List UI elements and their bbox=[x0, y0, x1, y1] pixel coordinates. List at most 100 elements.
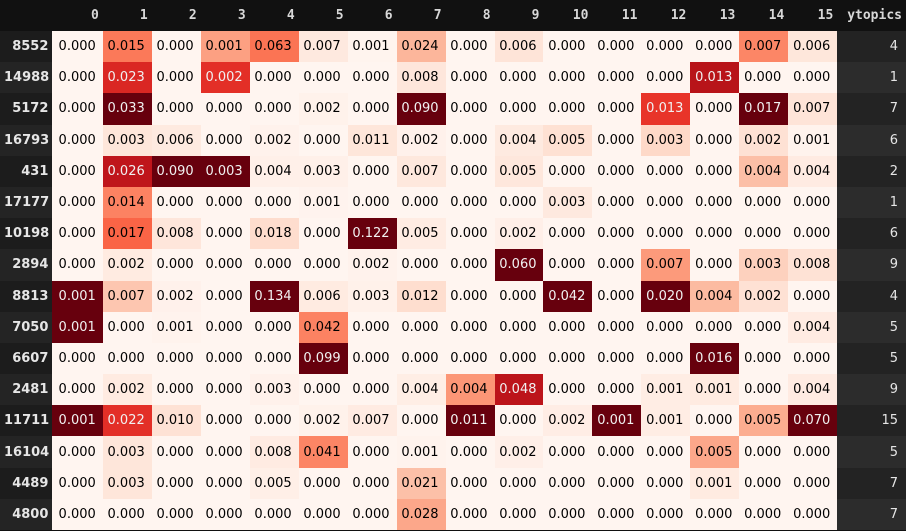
cell-col-7: 0.012 bbox=[396, 280, 446, 312]
cell-col-5: 0.000 bbox=[298, 218, 348, 250]
table-row: 16104 0.000 0.003 0.000 0.000 0.008 0.041 0.000… bbox=[0, 436, 906, 468]
cell-col-5: 0.000 bbox=[298, 467, 348, 499]
cell-col-13: 0.001 bbox=[690, 374, 740, 406]
cell-col-14: 0.000 bbox=[739, 311, 789, 343]
table-row: 11711 0.001 0.022 0.010 0.000 0.000 0.002 0.007… bbox=[0, 405, 906, 437]
cell-col-8: 0.000 bbox=[445, 155, 495, 187]
cell-col-10: 0.000 bbox=[543, 93, 593, 125]
cell-col-10: 0.000 bbox=[543, 62, 593, 94]
cell-col-1: 0.002 bbox=[102, 374, 152, 406]
cell-col-12: 0.007 bbox=[641, 249, 691, 281]
cell-col-15: 0.008 bbox=[788, 249, 838, 281]
cell-col-9: 0.060 bbox=[494, 249, 544, 281]
cell-col-14: 0.000 bbox=[739, 342, 789, 375]
cell-col-2: 0.000 bbox=[151, 249, 201, 281]
column-header-11: 11 bbox=[592, 0, 642, 31]
cell-col-9: 0.004 bbox=[494, 124, 544, 156]
cell-col-8: 0.000 bbox=[445, 467, 495, 499]
table-row: 6607 0.000 0.000 0.000 0.000 0.000 0.099 0.000 0… bbox=[0, 342, 906, 375]
cell-col-14: 0.002 bbox=[739, 124, 789, 156]
cell-ytopics: 4 bbox=[837, 280, 906, 312]
cell-col-6: 0.001 bbox=[347, 31, 397, 63]
cell-col-3: 0.000 bbox=[200, 405, 250, 437]
cell-col-14: 0.004 bbox=[739, 155, 789, 187]
cell-col-15: 0.000 bbox=[788, 62, 838, 94]
row-index: 5172 bbox=[0, 93, 53, 125]
cell-col-14: 0.000 bbox=[739, 218, 789, 250]
cell-col-10: 0.005 bbox=[543, 124, 593, 156]
column-header-7: 7 bbox=[396, 0, 446, 31]
cell-col-0: 0.000 bbox=[52, 467, 103, 499]
cell-col-7: 0.000 bbox=[396, 186, 446, 219]
cell-col-15: 0.000 bbox=[788, 280, 838, 312]
cell-col-10: 0.000 bbox=[543, 31, 593, 63]
cell-col-13: 0.000 bbox=[690, 155, 740, 187]
cell-col-11: 0.000 bbox=[592, 374, 642, 406]
cell-col-15: 0.006 bbox=[788, 31, 838, 63]
cell-col-12: 0.013 bbox=[641, 93, 691, 125]
cell-col-8: 0.000 bbox=[445, 498, 495, 530]
row-index: 4489 bbox=[0, 467, 53, 499]
cell-ytopics: 5 bbox=[837, 311, 906, 343]
row-index: 14988 bbox=[0, 62, 53, 94]
cell-col-5: 0.000 bbox=[298, 124, 348, 156]
row-index: 16104 bbox=[0, 436, 53, 468]
column-header-6: 6 bbox=[347, 0, 397, 31]
table-row: 4489 0.000 0.003 0.000 0.000 0.005 0.000 0.000 0… bbox=[0, 467, 906, 499]
cell-col-4: 0.134 bbox=[249, 280, 299, 312]
cell-ytopics: 7 bbox=[837, 93, 906, 125]
cell-col-12: 0.003 bbox=[641, 124, 691, 156]
cell-col-5: 0.002 bbox=[298, 93, 348, 125]
cell-col-6: 0.007 bbox=[347, 405, 397, 437]
cell-col-15: 0.000 bbox=[788, 218, 838, 250]
cell-col-9: 0.000 bbox=[494, 311, 544, 343]
cell-col-15: 0.070 bbox=[788, 405, 838, 437]
cell-col-1: 0.023 bbox=[102, 62, 152, 94]
cell-col-13: 0.000 bbox=[690, 311, 740, 343]
cell-col-10: 0.000 bbox=[543, 498, 593, 530]
cell-col-11: 0.000 bbox=[592, 31, 642, 63]
cell-col-7: 0.024 bbox=[396, 31, 446, 63]
cell-col-2: 0.090 bbox=[151, 155, 201, 187]
cell-col-3: 0.000 bbox=[200, 280, 250, 312]
row-index: 2894 bbox=[0, 249, 53, 281]
cell-ytopics: 7 bbox=[837, 498, 906, 530]
cell-col-2: 0.002 bbox=[151, 280, 201, 312]
cell-col-2: 0.000 bbox=[151, 186, 201, 219]
cell-col-5: 0.041 bbox=[298, 436, 348, 468]
cell-col-2: 0.010 bbox=[151, 405, 201, 437]
cell-col-9: 0.000 bbox=[494, 467, 544, 499]
cell-col-3: 0.000 bbox=[200, 93, 250, 125]
cell-col-11: 0.000 bbox=[592, 186, 642, 219]
cell-col-9: 0.000 bbox=[494, 93, 544, 125]
cell-col-9: 0.000 bbox=[494, 498, 544, 530]
cell-col-0: 0.000 bbox=[52, 436, 103, 468]
cell-col-0: 0.000 bbox=[52, 31, 103, 63]
cell-col-15: 0.001 bbox=[788, 124, 838, 156]
cell-col-4: 0.000 bbox=[249, 498, 299, 530]
column-header-5: 5 bbox=[298, 0, 348, 31]
cell-col-15: 0.000 bbox=[788, 467, 838, 499]
cell-col-14: 0.000 bbox=[739, 62, 789, 94]
cell-col-9: 0.002 bbox=[494, 218, 544, 250]
cell-col-3: 0.000 bbox=[200, 249, 250, 281]
column-header-0: 0 bbox=[52, 0, 103, 31]
cell-col-11: 0.000 bbox=[592, 467, 642, 499]
cell-col-10: 0.000 bbox=[543, 467, 593, 499]
cell-col-4: 0.000 bbox=[249, 93, 299, 125]
cell-col-9: 0.002 bbox=[494, 436, 544, 468]
cell-col-7: 0.007 bbox=[396, 155, 446, 187]
cell-col-1: 0.017 bbox=[102, 218, 152, 250]
cell-col-13: 0.000 bbox=[690, 218, 740, 250]
cell-col-1: 0.003 bbox=[102, 124, 152, 156]
cell-ytopics: 7 bbox=[837, 467, 906, 499]
cell-col-6: 0.000 bbox=[347, 342, 397, 375]
cell-col-15: 0.007 bbox=[788, 93, 838, 125]
cell-col-10: 0.002 bbox=[543, 405, 593, 437]
cell-col-4: 0.008 bbox=[249, 436, 299, 468]
cell-col-14: 0.017 bbox=[739, 93, 789, 125]
row-index: 8813 bbox=[0, 280, 53, 312]
cell-ytopics: 6 bbox=[837, 218, 906, 250]
cell-col-5: 0.000 bbox=[298, 62, 348, 94]
